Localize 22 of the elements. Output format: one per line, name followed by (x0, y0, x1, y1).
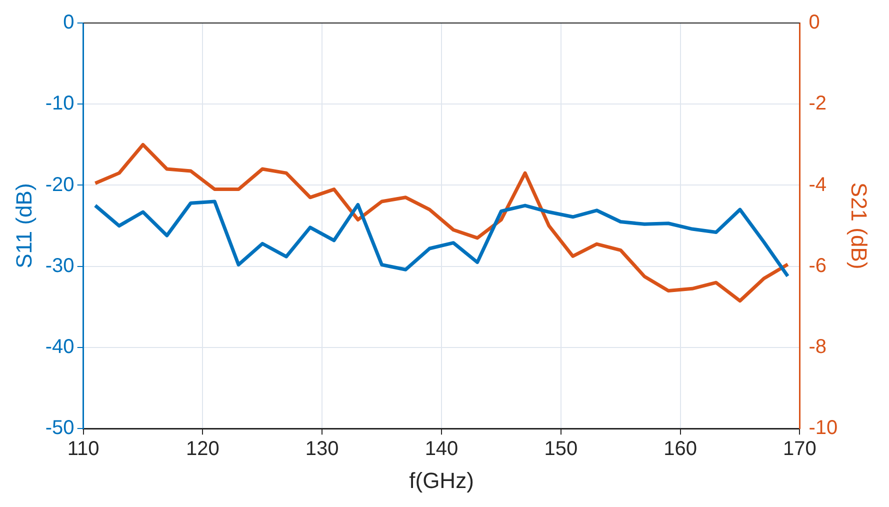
y2-tick-label: -6 (808, 254, 826, 277)
y-tick-label: 0 (63, 12, 74, 34)
x-tick-label: 140 (424, 438, 458, 460)
x-tick-label: 130 (305, 438, 339, 460)
x-tick-label: 120 (186, 438, 220, 460)
y2-tick-label: 0 (808, 12, 820, 34)
x-axis-title: f(GHz) (409, 468, 474, 493)
y-tick-label: -30 (45, 254, 74, 277)
y-tick-label: -20 (45, 174, 74, 196)
x-tick-label: 110 (67, 438, 100, 460)
x-tick-label: 170 (783, 438, 816, 460)
y2-axis-title: S21 (dB) (846, 182, 872, 270)
x-tick-label: 160 (664, 438, 697, 460)
y2-tick-label: -2 (808, 92, 826, 115)
y-tick-label: -50 (45, 417, 74, 440)
y-tick-label: -10 (45, 92, 74, 115)
x-tick-label: 150 (544, 438, 578, 460)
y2-tick-label: -10 (808, 417, 838, 440)
y2-tick-label: -4 (808, 174, 826, 196)
y-axis-title: S11 (dB) (11, 183, 36, 268)
y2-tick-label: -8 (808, 336, 826, 358)
y-tick-label: -40 (45, 336, 74, 358)
